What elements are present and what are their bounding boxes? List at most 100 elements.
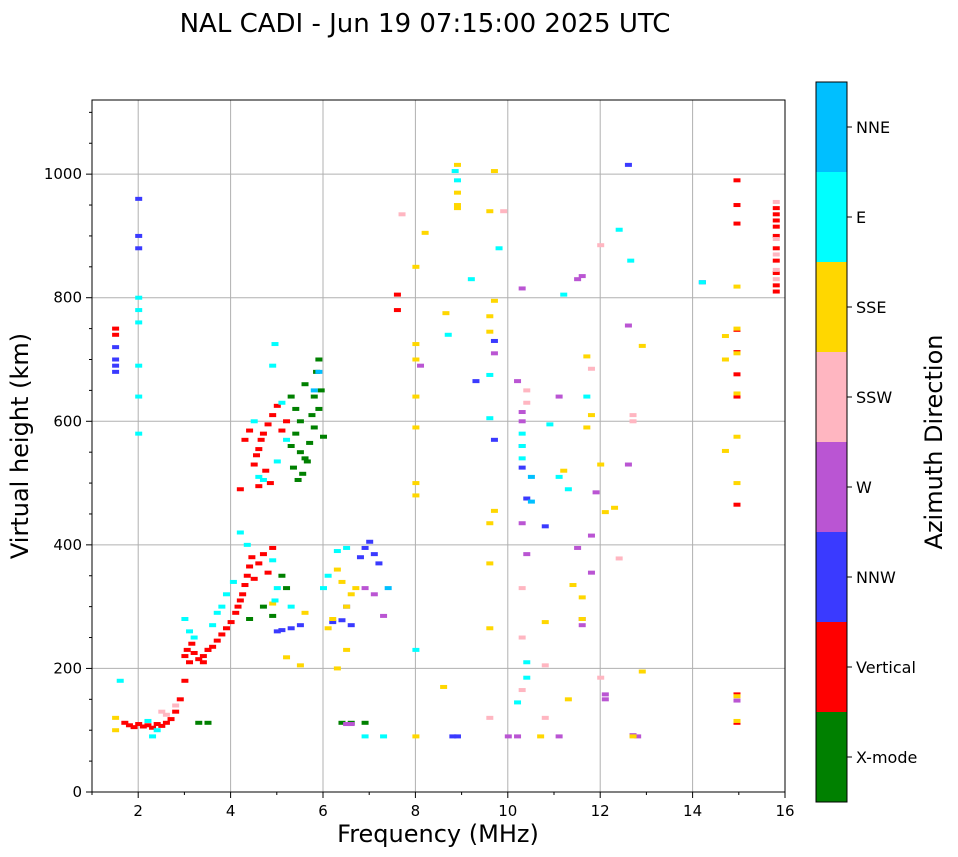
data-point	[574, 545, 582, 550]
data-point	[733, 694, 741, 699]
data-point	[555, 734, 563, 739]
data-point	[444, 332, 452, 337]
data-point	[597, 462, 605, 467]
data-point	[343, 604, 351, 609]
data-point	[486, 626, 494, 631]
data-point	[292, 431, 300, 436]
data-point	[578, 617, 586, 621]
data-point	[183, 647, 191, 652]
data-point	[190, 650, 198, 655]
data-point	[412, 647, 420, 652]
data-point	[504, 734, 512, 739]
y-tick-label: 200	[53, 659, 82, 677]
data-point	[299, 471, 307, 476]
data-point	[733, 284, 741, 289]
data-point	[292, 406, 300, 411]
data-point	[209, 644, 217, 649]
data-point	[486, 715, 494, 720]
data-point	[181, 678, 189, 683]
data-point	[772, 283, 780, 288]
data-point	[578, 274, 586, 279]
data-point	[329, 617, 337, 621]
data-point	[352, 586, 360, 591]
data-point	[112, 326, 120, 331]
data-point	[315, 369, 323, 374]
data-point	[296, 419, 304, 424]
data-point	[490, 351, 498, 356]
data-point	[262, 468, 270, 473]
data-point	[222, 592, 230, 597]
y-tick-label: 0	[72, 783, 82, 801]
data-point	[343, 722, 351, 727]
data-point	[204, 720, 212, 725]
data-point	[338, 579, 346, 584]
data-point	[412, 493, 420, 498]
data-point	[199, 654, 207, 659]
data-point	[324, 626, 332, 631]
data-point	[130, 725, 138, 730]
data-point	[486, 314, 494, 319]
data-point	[248, 555, 256, 560]
data-point	[176, 697, 184, 702]
data-point	[772, 233, 780, 238]
colorbar-tick-label: E	[856, 208, 866, 227]
data-point	[269, 545, 277, 550]
plot-background	[92, 100, 785, 792]
data-point	[638, 669, 646, 674]
data-point	[338, 618, 346, 623]
data-point	[255, 561, 263, 566]
data-point	[204, 647, 212, 652]
data-point	[486, 372, 494, 377]
data-point	[246, 564, 254, 569]
data-point	[412, 481, 420, 486]
data-point	[306, 440, 314, 445]
data-point	[412, 357, 420, 362]
colorbar-tick-label: SSW	[856, 388, 892, 407]
data-point	[527, 499, 535, 504]
data-point	[116, 678, 124, 683]
data-point	[486, 561, 494, 566]
data-point	[490, 338, 498, 343]
data-point	[574, 277, 582, 282]
data-point	[361, 720, 369, 725]
data-point	[199, 660, 207, 665]
data-point	[264, 570, 272, 575]
data-point	[537, 734, 545, 739]
data-point	[236, 487, 244, 492]
data-point	[772, 218, 780, 223]
data-point	[361, 545, 369, 550]
data-point	[772, 267, 780, 272]
data-point	[227, 620, 235, 625]
data-point	[112, 357, 120, 362]
data-point	[273, 459, 281, 464]
data-point	[112, 715, 120, 720]
data-point	[283, 586, 291, 591]
data-point	[112, 332, 120, 337]
data-point	[624, 462, 632, 467]
x-tick-label: 10	[498, 802, 517, 820]
data-point	[518, 465, 526, 470]
data-point	[135, 722, 143, 727]
data-point	[733, 391, 741, 396]
data-point	[287, 444, 295, 448]
data-point	[158, 709, 166, 714]
data-point	[583, 394, 591, 399]
data-point	[733, 718, 741, 723]
data-point	[772, 277, 780, 282]
data-point	[527, 474, 535, 479]
data-point	[269, 363, 277, 368]
colorbar-frame	[815, 81, 848, 803]
data-point	[181, 617, 189, 621]
data-point	[246, 617, 254, 621]
data-point	[541, 715, 549, 720]
data-point	[615, 556, 623, 561]
data-point	[301, 456, 309, 461]
data-point	[218, 604, 226, 609]
data-point	[241, 583, 249, 588]
data-point	[721, 334, 729, 339]
data-point	[518, 521, 526, 526]
data-point	[597, 243, 605, 248]
data-point	[287, 604, 295, 609]
data-point	[569, 583, 577, 588]
data-point	[253, 453, 261, 458]
